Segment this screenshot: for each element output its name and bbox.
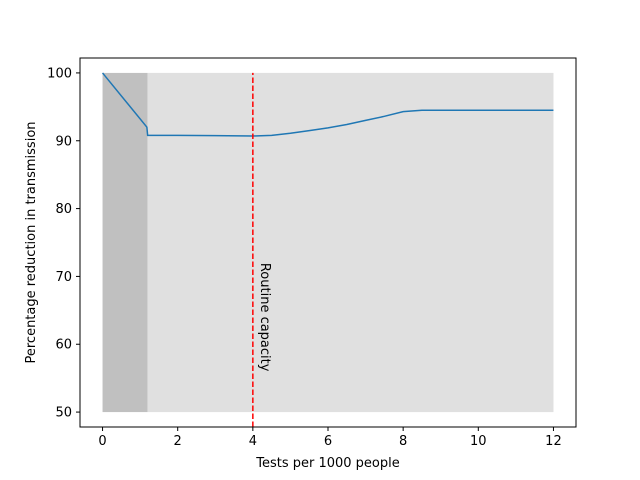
y-tick-label: 90 (55, 134, 72, 149)
x-tick-label: 0 (98, 434, 106, 449)
routine-capacity-line: Routine capacity (252, 72, 272, 427)
y-tick-label: 100 (47, 66, 72, 81)
x-tick-label: 2 (174, 434, 182, 449)
shaded-bands (102, 72, 554, 413)
x-tick-label: 10 (470, 434, 487, 449)
x-tick-label: 12 (545, 434, 562, 449)
y-axis-label: Percentage reduction in transmission (24, 121, 39, 363)
y-axis-ticks: 50 60 70 80 90 100 (47, 66, 80, 421)
series-lines (101, 72, 554, 137)
x-axis-ticks: 0 2 4 6 8 10 12 (98, 427, 562, 449)
y-tick-label: 60 (55, 338, 72, 353)
y-tick-label: 80 (55, 202, 72, 217)
y-tick-label: 70 (55, 270, 72, 285)
x-axis-label: Tests per 1000 people (255, 456, 400, 471)
x-tick-label: 4 (249, 434, 257, 449)
x-tick-label: 6 (324, 434, 332, 449)
band-light (147, 72, 554, 413)
series-line-0 (101, 72, 554, 137)
y-tick-label: 50 (55, 406, 72, 421)
vline-label: Routine capacity (257, 263, 272, 372)
band-dark (102, 72, 148, 413)
x-tick-label: 8 (399, 434, 407, 449)
